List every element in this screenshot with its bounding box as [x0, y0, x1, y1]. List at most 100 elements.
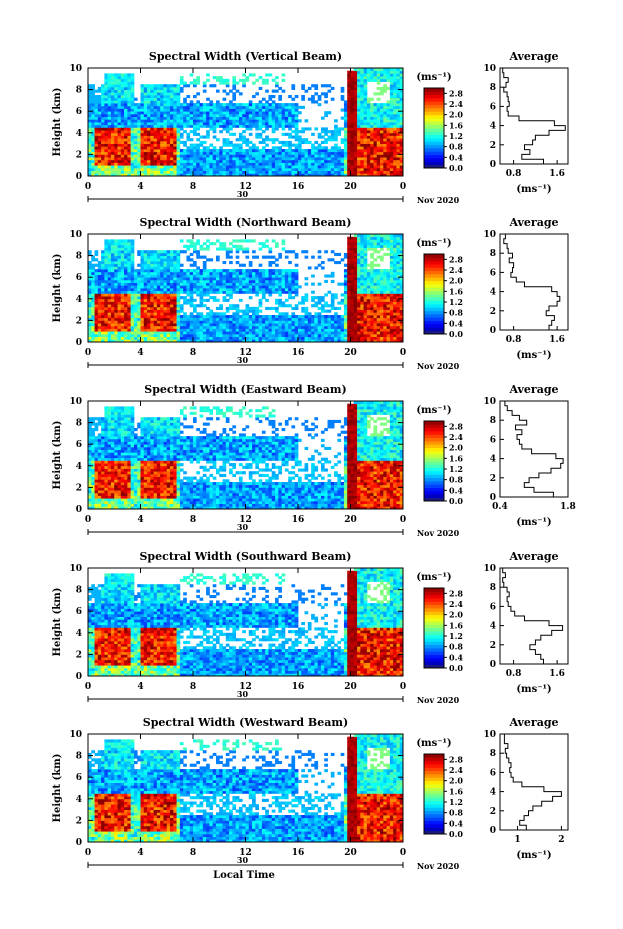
heatmap-cell [143, 252, 148, 256]
heatmap-cell [186, 132, 191, 136]
heatmap-cell [245, 154, 250, 158]
heatmap-cell [173, 86, 177, 90]
heatmap-cell [268, 154, 273, 158]
heatmap-cell [163, 274, 168, 278]
heatmap-cell [245, 290, 250, 294]
heatmap-cell [110, 306, 115, 310]
heatmap-cell [350, 143, 355, 147]
heatmap-cell [196, 317, 200, 321]
heatmap-cell [179, 333, 184, 337]
heatmap-cell [114, 97, 118, 101]
heatmap-cell [219, 116, 223, 120]
heatmap-cell [284, 279, 289, 283]
heatmap-cell [170, 325, 174, 329]
heatmap-cell [320, 266, 325, 270]
heatmap-cell [137, 269, 141, 273]
heatmap-cell [150, 143, 155, 147]
heatmap-cell [235, 244, 240, 248]
heatmap-cell [347, 127, 351, 131]
heatmap-cell [275, 315, 279, 319]
heatmap-cell [88, 331, 92, 335]
heatmap-cell [380, 162, 384, 166]
heatmap-cell [170, 149, 174, 153]
heatmap-cell [153, 167, 158, 171]
heatmap-cell [104, 135, 109, 139]
heatmap-cell [88, 135, 92, 139]
heatmap-cell [327, 157, 332, 161]
heatmap-cell [396, 138, 401, 142]
heatmap-cell [179, 323, 184, 327]
heatmap-cell [396, 149, 401, 153]
heatmap-cell [124, 301, 128, 305]
heatmap-cell [137, 263, 141, 267]
heatmap-cell [393, 170, 397, 174]
heatmap-cell [209, 167, 214, 171]
heatmap-cell [130, 266, 135, 270]
heatmap-cell [166, 119, 171, 123]
heatmap-cell [357, 162, 361, 166]
heatmap-cell [291, 320, 296, 324]
heatmap-cell [97, 317, 102, 321]
heatmap-cell [91, 95, 95, 99]
heatmap-cell [117, 339, 122, 343]
heatmap-cell [104, 124, 109, 128]
heatmap-cell [320, 154, 325, 158]
heatmap-cell [261, 124, 266, 128]
heatmap-cell [268, 108, 273, 112]
heatmap-cell [255, 127, 260, 131]
heatmap-cell [245, 309, 250, 313]
colorbar-tick-label: 2.0 [449, 110, 463, 120]
heatmap-cell [124, 315, 128, 319]
heatmap-cell [110, 296, 115, 300]
heatmap-cell [278, 312, 282, 316]
heatmap-cell [252, 317, 256, 321]
heatmap-cell [156, 124, 161, 128]
heatmap-cell [225, 269, 230, 273]
heatmap-cell [350, 154, 355, 158]
heatmap-cell [110, 293, 115, 297]
heatmap-cell [376, 146, 381, 150]
heatmap-cell [255, 135, 260, 139]
heatmap-cell [248, 111, 253, 115]
heatmap-cell [130, 97, 135, 101]
heatmap-cell [366, 68, 371, 72]
heatmap-cell [150, 269, 155, 273]
heatmap-cell [196, 325, 200, 329]
heatmap-cell [229, 333, 233, 337]
heatmap-cell [202, 261, 207, 265]
heatmap-cell [160, 331, 164, 335]
heatmap-cell [235, 336, 240, 340]
heatmap-cell [114, 315, 118, 319]
heatmap-cell [183, 116, 187, 120]
heatmap-cell [291, 317, 296, 321]
heatmap-cell [258, 333, 263, 337]
heatmap-cell [140, 328, 145, 332]
heatmap-cell [284, 119, 289, 123]
heatmap-cell [114, 296, 118, 300]
heatmap-cell [366, 108, 371, 112]
heatmap-cell [199, 317, 204, 321]
heatmap-cell [101, 263, 105, 267]
heatmap-cell [107, 143, 112, 147]
heatmap-cell [242, 154, 246, 158]
heatmap-cell [202, 271, 207, 275]
heatmap-cell [173, 111, 177, 115]
heatmap-cell [242, 309, 246, 313]
heatmap-cell [130, 279, 135, 283]
heatmap-cell [107, 317, 112, 321]
heatmap-cell [265, 135, 269, 139]
heatmap-cell [179, 315, 184, 319]
heatmap-cell [166, 325, 171, 329]
heatmap-cell [97, 269, 102, 273]
heatmap-cell [294, 317, 299, 321]
heatmap-cell [114, 167, 118, 171]
heatmap-cell [156, 100, 161, 104]
heatmap-cell [91, 255, 95, 259]
heatmap-cell [363, 100, 368, 104]
heatmap-cell [117, 328, 122, 332]
heatmap-cell [202, 325, 207, 329]
heatmap-cell [117, 149, 122, 153]
heatmap-cell [147, 285, 151, 289]
heatmap-cell [219, 108, 223, 112]
heatmap-cell [91, 325, 95, 329]
